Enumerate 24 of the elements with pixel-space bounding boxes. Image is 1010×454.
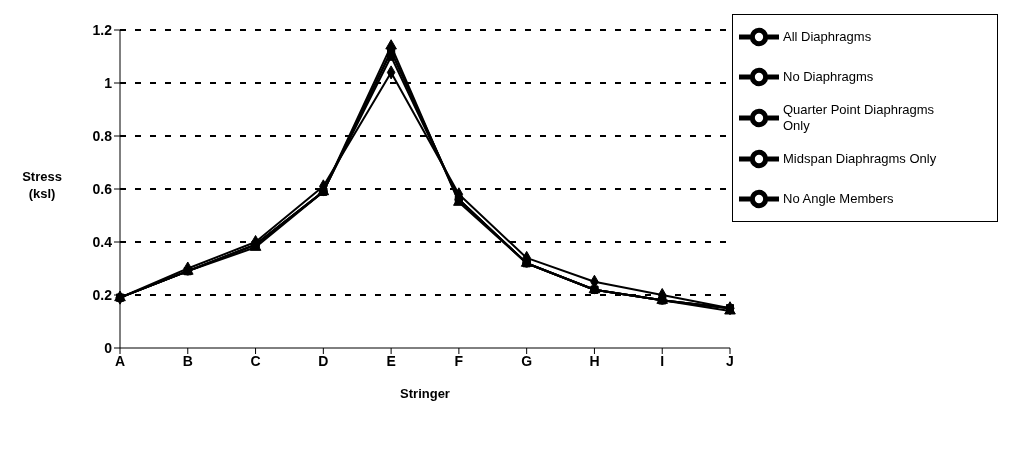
x-tick-label: D bbox=[318, 352, 329, 369]
legend-label: No Diaphragms bbox=[783, 69, 874, 85]
y-tick-label: 0.8 bbox=[92, 127, 113, 144]
x-tick-label: J bbox=[726, 352, 734, 369]
x-tick-label: I bbox=[660, 352, 665, 369]
y-tick-label: 0.2 bbox=[92, 286, 113, 303]
y-tick-label: 0.4 bbox=[92, 233, 113, 250]
x-tick-label: G bbox=[521, 352, 533, 369]
x-tick-label: A bbox=[114, 352, 126, 369]
legend-label: Quarter Point Diaphragms Only bbox=[783, 102, 935, 134]
x-tick-label: C bbox=[250, 352, 261, 369]
y-tick-label: 0 bbox=[104, 339, 113, 356]
x-axis-title: Stringer bbox=[400, 386, 450, 401]
y-axis-title: Stress (ksl) bbox=[22, 169, 62, 201]
x-tick-label: H bbox=[589, 352, 600, 369]
y-tick-label: 1 bbox=[104, 74, 113, 91]
y-tick-label: 0.6 bbox=[92, 180, 113, 197]
legend-label: All Diaphragms bbox=[783, 29, 872, 45]
legend-label: Midspan Diaphragms Only bbox=[783, 151, 937, 167]
legend-label: No Angle Members bbox=[783, 191, 894, 207]
y-tick-label: 1.2 bbox=[92, 21, 113, 38]
x-tick-label: E bbox=[386, 352, 396, 369]
x-tick-label: B bbox=[182, 352, 193, 369]
x-tick-label: F bbox=[454, 352, 464, 369]
